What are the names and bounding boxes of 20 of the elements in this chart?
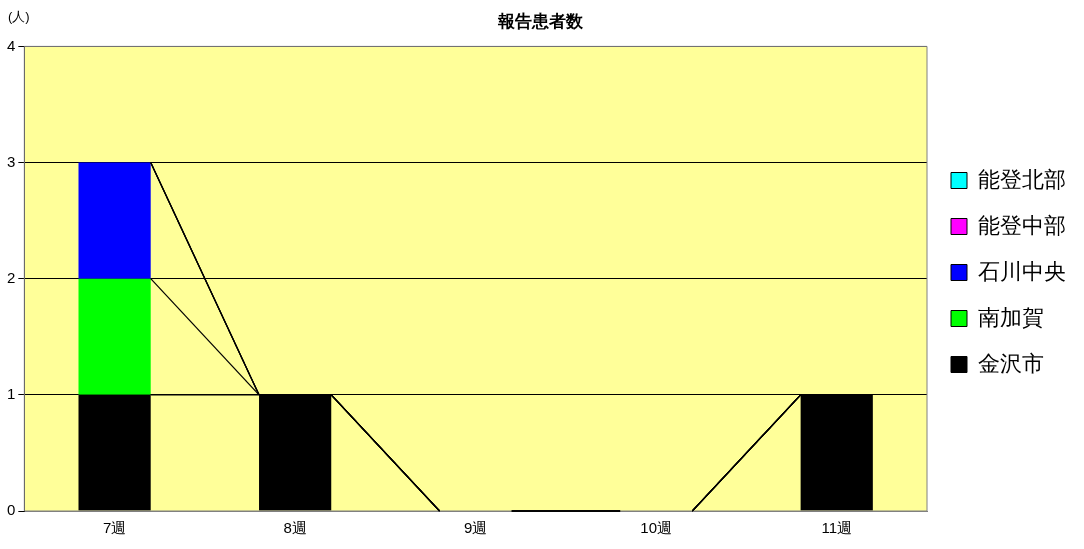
y-tick-label: 2: [7, 268, 16, 286]
legend-label: 金沢市: [978, 350, 1044, 376]
legend-label: 能登中部: [978, 212, 1066, 238]
x-tick-label: 7週: [102, 519, 127, 537]
y-axis-title: (人): [8, 9, 30, 25]
y-tick-label: 3: [7, 152, 16, 170]
legend-label: 石川中央: [978, 258, 1066, 284]
x-tick-label: 8週: [283, 519, 307, 537]
bar: [78, 394, 151, 511]
legend-label: 能登北部: [978, 166, 1066, 192]
bar: [78, 162, 151, 279]
chart-title: 報告患者数: [496, 11, 584, 31]
x-tick-label: 11週: [821, 519, 853, 537]
x-tick-label: 9週: [464, 519, 488, 537]
y-tick-label: 4: [7, 36, 16, 54]
bar: [78, 278, 151, 395]
x-tick-label: 10週: [640, 519, 673, 537]
legend-label: 南加賀: [978, 304, 1044, 330]
y-tick-label: 0: [7, 501, 16, 519]
y-tick-label: 1: [7, 384, 16, 402]
